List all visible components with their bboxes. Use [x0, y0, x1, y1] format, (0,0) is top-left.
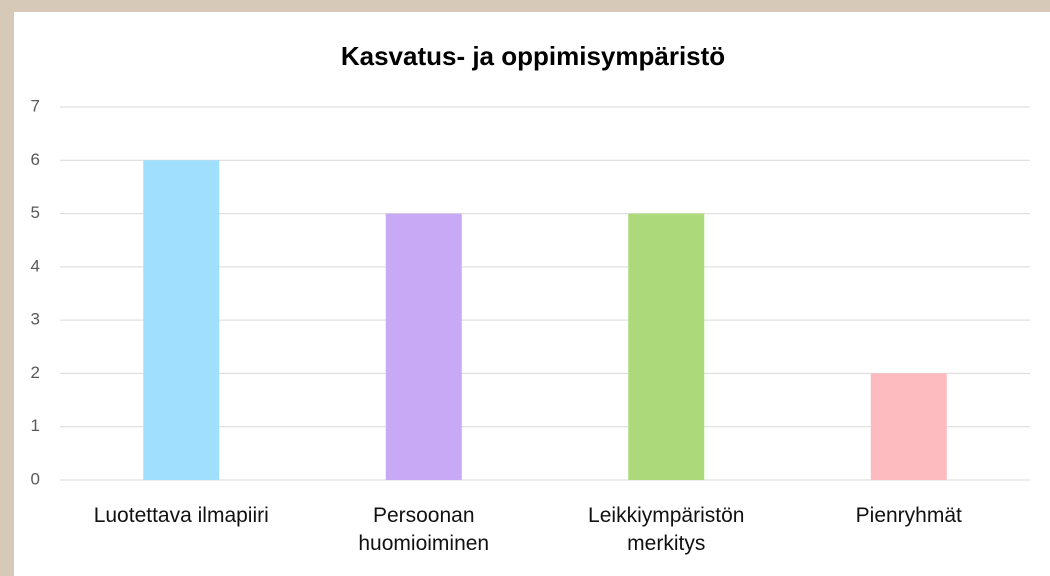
bar	[143, 160, 220, 481]
x-tick-label: Luotettava ilmapiiri	[93, 504, 269, 527]
y-tick-label: 5	[31, 203, 40, 222]
y-tick-label: 1	[31, 416, 40, 435]
x-tick-label: Leikkiympäristön merkitys	[588, 504, 745, 555]
x-tick-label: Persoonan huomioiminen	[358, 504, 490, 555]
bar	[385, 213, 462, 481]
y-tick-label: 4	[31, 256, 40, 275]
bar	[870, 373, 947, 480]
y-tick-label: 3	[31, 310, 40, 329]
y-tick-label: 0	[31, 469, 40, 488]
y-tick-label: 2	[31, 363, 40, 382]
y-tick-label: 7	[31, 96, 40, 115]
x-tick-label: Pienryhmät	[855, 504, 962, 527]
chart-title: Kasvatus- ja oppimisympäristö	[341, 41, 725, 71]
y-tick-label: 6	[31, 150, 40, 169]
bar	[628, 213, 705, 481]
